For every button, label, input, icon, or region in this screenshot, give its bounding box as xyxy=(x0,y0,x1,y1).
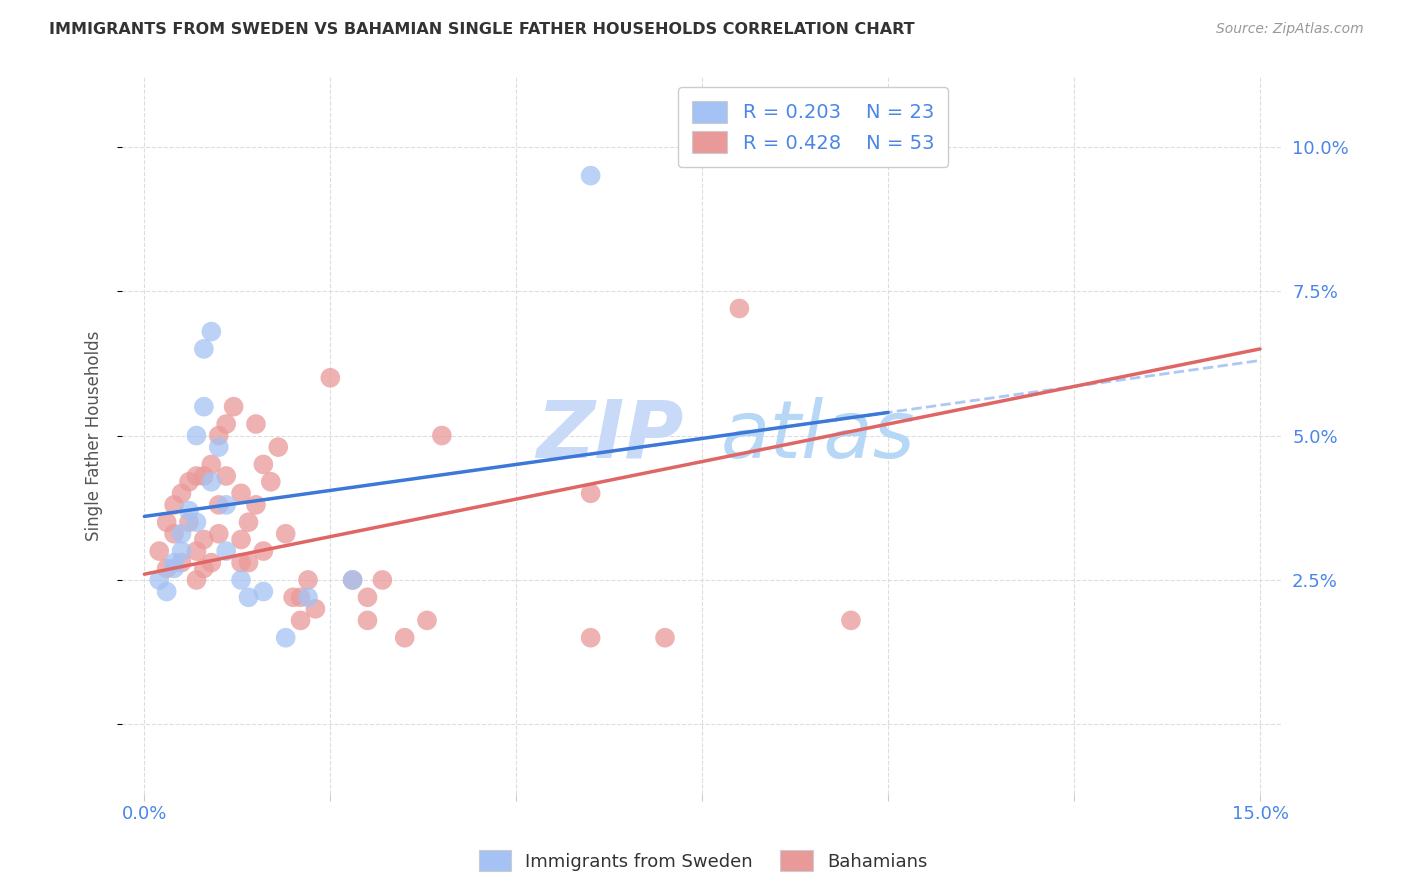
Point xyxy=(163,526,186,541)
Point xyxy=(252,584,274,599)
Point xyxy=(238,515,260,529)
Point xyxy=(297,573,319,587)
Point xyxy=(215,498,238,512)
Point xyxy=(728,301,751,316)
Point xyxy=(148,573,170,587)
Point xyxy=(229,573,252,587)
Point xyxy=(200,556,222,570)
Point xyxy=(342,573,364,587)
Point xyxy=(177,515,200,529)
Point xyxy=(245,417,267,431)
Point xyxy=(252,544,274,558)
Point xyxy=(290,614,312,628)
Legend: R = 0.203    N = 23, R = 0.428    N = 53: R = 0.203 N = 23, R = 0.428 N = 53 xyxy=(679,87,948,167)
Point xyxy=(579,631,602,645)
Point xyxy=(200,458,222,472)
Point xyxy=(186,573,208,587)
Point xyxy=(170,544,193,558)
Point xyxy=(356,591,378,605)
Point xyxy=(252,458,274,472)
Point xyxy=(208,526,231,541)
Point xyxy=(416,614,439,628)
Point xyxy=(274,526,297,541)
Point xyxy=(163,498,186,512)
Point xyxy=(208,428,231,442)
Text: ZIP: ZIP xyxy=(536,397,683,475)
Point xyxy=(186,544,208,558)
Point xyxy=(245,498,267,512)
Point xyxy=(186,469,208,483)
Point xyxy=(229,556,252,570)
Point xyxy=(260,475,283,489)
Point xyxy=(319,371,342,385)
Point xyxy=(156,561,179,575)
Point xyxy=(342,573,364,587)
Point xyxy=(229,533,252,547)
Y-axis label: Single Father Households: Single Father Households xyxy=(86,330,103,541)
Point xyxy=(163,556,186,570)
Point xyxy=(193,469,215,483)
Point xyxy=(208,440,231,454)
Point xyxy=(238,591,260,605)
Point xyxy=(579,486,602,500)
Point xyxy=(177,475,200,489)
Point xyxy=(229,486,252,500)
Point xyxy=(430,428,453,442)
Point xyxy=(215,544,238,558)
Point xyxy=(200,325,222,339)
Text: atlas: atlas xyxy=(721,397,915,475)
Point xyxy=(163,561,186,575)
Point xyxy=(579,169,602,183)
Point xyxy=(297,591,319,605)
Point xyxy=(356,614,378,628)
Point xyxy=(170,556,193,570)
Point xyxy=(839,614,862,628)
Point xyxy=(156,515,179,529)
Point xyxy=(200,475,222,489)
Point xyxy=(193,561,215,575)
Text: Source: ZipAtlas.com: Source: ZipAtlas.com xyxy=(1216,22,1364,37)
Point xyxy=(215,469,238,483)
Point xyxy=(193,400,215,414)
Point xyxy=(177,503,200,517)
Point xyxy=(654,631,676,645)
Legend: Immigrants from Sweden, Bahamians: Immigrants from Sweden, Bahamians xyxy=(471,843,935,879)
Point xyxy=(267,440,290,454)
Point xyxy=(193,533,215,547)
Point xyxy=(215,417,238,431)
Point xyxy=(274,631,297,645)
Point xyxy=(238,556,260,570)
Point xyxy=(170,486,193,500)
Point xyxy=(222,400,245,414)
Point xyxy=(281,591,304,605)
Point xyxy=(371,573,394,587)
Point xyxy=(208,498,231,512)
Point xyxy=(394,631,416,645)
Point xyxy=(186,515,208,529)
Point xyxy=(156,584,179,599)
Point xyxy=(290,591,312,605)
Point xyxy=(304,602,326,616)
Point xyxy=(148,544,170,558)
Point xyxy=(170,526,193,541)
Point xyxy=(193,342,215,356)
Point xyxy=(186,428,208,442)
Text: IMMIGRANTS FROM SWEDEN VS BAHAMIAN SINGLE FATHER HOUSEHOLDS CORRELATION CHART: IMMIGRANTS FROM SWEDEN VS BAHAMIAN SINGL… xyxy=(49,22,915,37)
